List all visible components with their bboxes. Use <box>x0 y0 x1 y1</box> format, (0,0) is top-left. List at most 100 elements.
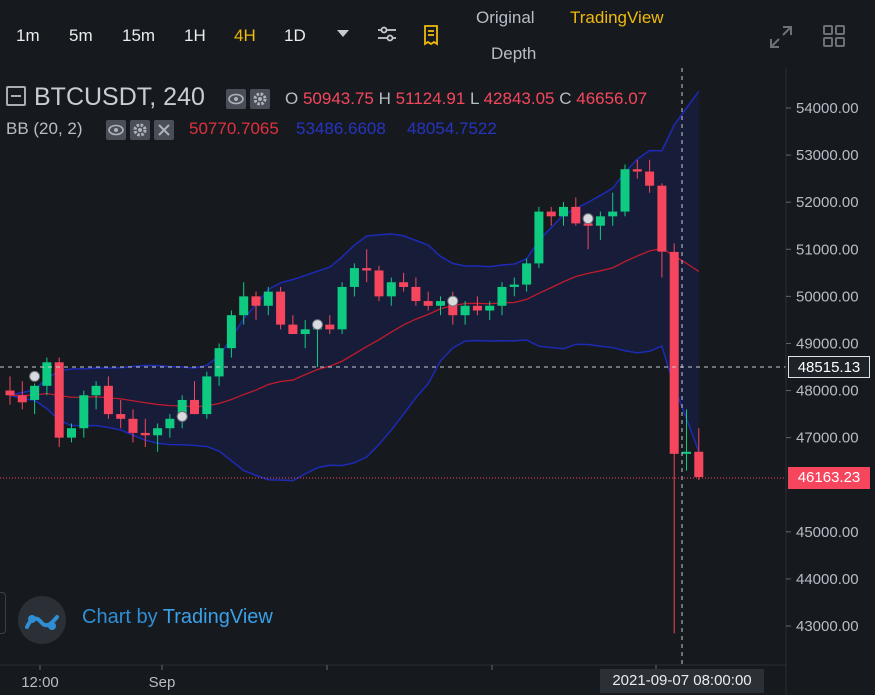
y-tick-label: 47000.00 <box>796 430 859 447</box>
candle-body <box>263 291 273 306</box>
candle-body <box>276 291 286 325</box>
scroll-handle[interactable] <box>0 592 6 634</box>
bb-lower-line <box>9 339 700 482</box>
candle-body <box>325 324 335 330</box>
candle-body <box>399 282 409 287</box>
high-value: 51124.91 <box>395 89 466 108</box>
candle-body <box>669 251 679 454</box>
candle-body <box>694 451 704 478</box>
bb-upper-line <box>9 90 700 396</box>
view-original-tab[interactable]: Original <box>476 8 535 27</box>
candle-body <box>103 385 113 415</box>
indicator-list-icon[interactable] <box>422 24 440 51</box>
candle-body <box>485 305 495 311</box>
bb-basis-line <box>9 247 700 408</box>
candle-body <box>632 169 642 172</box>
bb-basis-value: 50770.7065 <box>189 119 279 138</box>
candle-body <box>153 428 163 436</box>
candle-body <box>288 324 298 335</box>
y-tick-label: 44000.00 <box>796 571 859 588</box>
event-marker-dot <box>582 213 594 225</box>
candle-body <box>608 211 618 217</box>
candle-body <box>214 348 224 377</box>
candle-body <box>362 268 372 271</box>
bb-gear-icon[interactable] <box>130 120 150 140</box>
high-label: H <box>378 89 391 108</box>
bb-upper-value: 53486.6608 <box>296 119 386 138</box>
interval-1h[interactable]: 1H <box>184 26 206 45</box>
interval-1d[interactable]: 1D <box>284 26 306 45</box>
open-label: O <box>285 89 299 108</box>
settings-sliders-icon[interactable] <box>377 24 397 49</box>
candle-body <box>190 399 199 415</box>
candle-body <box>595 216 605 226</box>
candle-body <box>682 451 691 454</box>
view-depth-tab[interactable]: Depth <box>491 44 537 63</box>
interval-4h[interactable]: 4H <box>234 26 256 45</box>
watermark-prefix: Chart by <box>82 606 163 628</box>
y-tick-label: 50000.00 <box>796 288 859 305</box>
crosshair-date-label: 2021-09-07 08:00:00 <box>600 669 764 693</box>
x-tick-label: 12:00 <box>21 674 59 691</box>
candle-body <box>67 428 76 438</box>
interval-1m[interactable]: 1m <box>16 26 40 45</box>
y-tick-label: 45000.00 <box>796 524 859 541</box>
close-value: 46656.07 <box>576 89 648 108</box>
bb-close-icon[interactable] <box>154 120 174 140</box>
bb-eye-icon[interactable] <box>106 120 126 140</box>
eye-icon[interactable] <box>226 89 246 109</box>
candle-body <box>202 376 212 415</box>
candle-body <box>54 362 64 438</box>
low-value: 42843.05 <box>483 89 555 108</box>
candle-body <box>423 301 433 306</box>
watermark-brand: TradingView <box>162 606 273 628</box>
candle-body <box>571 206 581 224</box>
candle-body <box>116 414 126 419</box>
gear-icon[interactable] <box>250 89 270 109</box>
interval-15m[interactable]: 15m <box>122 26 156 45</box>
candle-body <box>620 169 630 212</box>
candle-body <box>509 284 519 287</box>
candle-body <box>165 418 175 429</box>
candle-body <box>546 211 556 217</box>
candle-body <box>177 399 187 419</box>
y-tick-label: 54000.00 <box>796 100 859 117</box>
candle-body <box>300 329 310 335</box>
grid-layout-icon[interactable] <box>822 24 846 53</box>
candle-body <box>645 171 655 186</box>
candle-body <box>448 301 458 316</box>
tradingview-logo-icon[interactable] <box>18 596 66 644</box>
y-tick-label: 43000.00 <box>796 618 859 635</box>
interval-5m[interactable]: 5m <box>69 26 93 45</box>
candle-body <box>251 296 261 306</box>
bb-lower-value: 48054.7522 <box>407 119 497 138</box>
y-tick-label: 51000.00 <box>796 241 859 258</box>
fullscreen-icon[interactable] <box>768 24 794 55</box>
candle-body <box>583 223 593 226</box>
candle-body <box>472 305 482 311</box>
collapse-legend-icon[interactable] <box>6 86 26 106</box>
candle-body <box>349 268 359 287</box>
candle-body <box>534 211 544 264</box>
price-chart[interactable]: 54000.00 53000.00 52000.00 51000.00 50000.00… <box>0 68 875 695</box>
candle-body <box>337 286 347 330</box>
low-label: L <box>470 89 479 108</box>
close-label: C <box>559 89 572 108</box>
candle-body <box>30 385 40 400</box>
chart-by-tradingview-link[interactable]: Chart by TradingView <box>82 606 273 629</box>
candle-body <box>522 263 532 285</box>
candle-body <box>79 395 89 429</box>
crosshair-price-label: 48515.13 <box>788 356 870 378</box>
x-tick-label: Sep <box>149 674 176 691</box>
candle-body <box>239 296 249 316</box>
ohlc-legend: O 50943.75 H 51124.91 L 42843.05 C 46656… <box>285 89 647 109</box>
candle-body <box>386 282 396 297</box>
candle-body <box>436 301 445 306</box>
candle-body <box>42 362 52 386</box>
y-tick-label: 48000.00 <box>796 383 859 400</box>
symbol-title: BTCUSDT, 240 <box>34 83 205 111</box>
candle-body <box>91 385 101 396</box>
view-tradingview-tab[interactable]: TradingView <box>570 8 664 27</box>
chevron-down-icon[interactable] <box>337 30 349 37</box>
last-price-label: 46163.23 <box>788 467 870 489</box>
